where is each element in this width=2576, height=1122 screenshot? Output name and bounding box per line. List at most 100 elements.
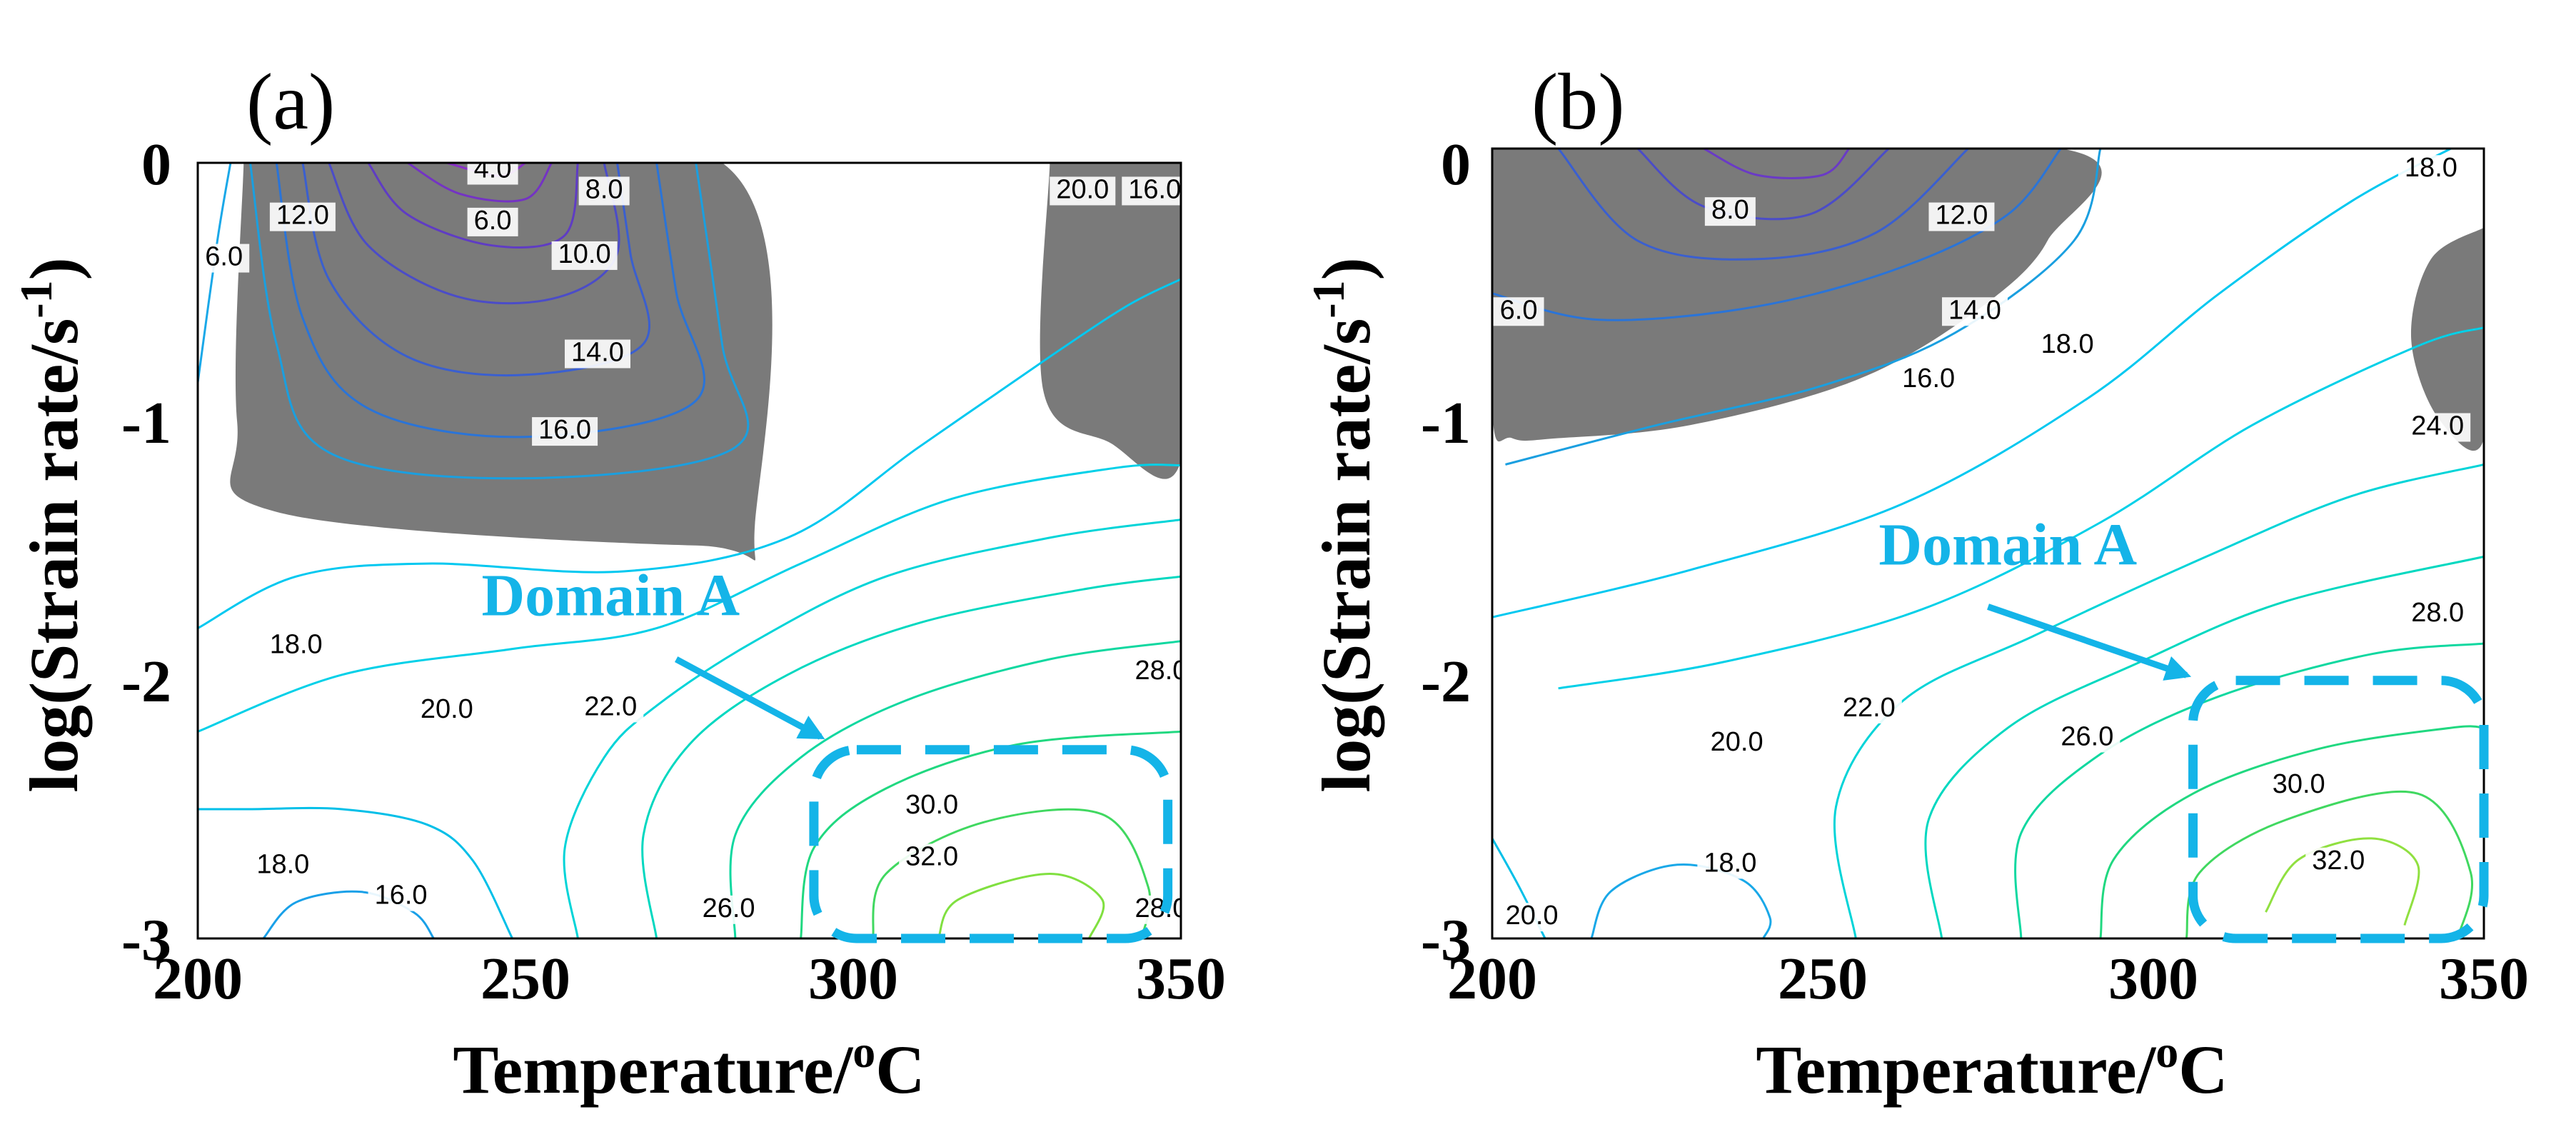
contour-line (275, 163, 705, 439)
plot-frame (1491, 147, 2485, 940)
instability-region-right (2411, 227, 2484, 451)
contour-line (1636, 149, 1890, 221)
contour-label-bg (1050, 176, 1116, 206)
contour-label-bg (413, 696, 480, 726)
y-axis-title: log(Strain rate/s-1) (1303, 257, 1384, 792)
contour-line (198, 806, 513, 938)
contour-line (800, 730, 1181, 938)
plot-area: 8.0 12.0 6.0 14.0 16.0 18.0 18.0 24.0 28.0 22.0 20… (1491, 147, 2489, 943)
plot-inner: 4.0 8.0 6.0 12.0 10.0 6.0 14.0 16.0 20.0 16.0 18.0… (198, 163, 1187, 938)
contour-label-bg (1928, 202, 1995, 231)
contour-line (1505, 149, 2102, 466)
contour-label-bg (1697, 850, 1764, 879)
contour-line (407, 163, 553, 203)
panel-label: (a) (246, 58, 335, 146)
contour-label: 14.0 (1948, 295, 2001, 325)
instability-region-right (1040, 163, 1181, 479)
contour-line (248, 163, 750, 480)
contour-label-bg (368, 882, 434, 911)
contour-label-bg (1128, 657, 1181, 686)
y-tick-label: -1 (121, 390, 171, 456)
x-tick-label: 350 (1136, 946, 1226, 1012)
contour-label: 32.0 (905, 841, 958, 871)
domain-arrow (1987, 603, 2192, 681)
contour-line (1703, 149, 1851, 179)
contour-line (328, 163, 620, 305)
x-tick-label: 200 (153, 946, 243, 1012)
contour-label: 28.0 (1134, 656, 1187, 686)
contour-label: 6.0 (474, 206, 512, 236)
contour-label-bg (1704, 728, 1770, 758)
x-tick-labels: 200 250 300 350 (153, 946, 1226, 1012)
contour-label: 8.0 (585, 174, 623, 204)
contour-label-bg (269, 202, 336, 231)
contour-label: 22.0 (584, 691, 637, 721)
x-tick-label: 300 (2108, 946, 2198, 1012)
contour-label-bg (2405, 600, 2471, 629)
contour-label-bg (250, 851, 316, 881)
contour-label-bg (1499, 903, 1565, 932)
contour-label-bg (1896, 366, 1962, 395)
x-tick-label: 300 (808, 946, 898, 1012)
contour-label: 30.0 (905, 790, 958, 820)
x-tick-label: 350 (2439, 946, 2529, 1012)
y-tick-labels: 0 -1 -2 -3 (121, 131, 171, 973)
contour-label: 28.0 (2411, 598, 2464, 628)
contour-label: 16.0 (1128, 174, 1181, 204)
contour-label: 28.0 (1134, 893, 1187, 923)
contour-label: 18.0 (2041, 329, 2094, 359)
contour-label: 32.0 (2312, 846, 2365, 876)
contour-line (2014, 642, 2484, 938)
chart-panel-a: (a) 4.0 8.0 6.0 12.0 10.0 6.0 14.0 16.0 20.0 16.0… (11, 58, 1226, 1108)
contour-label-bg (578, 693, 644, 723)
x-tick-labels: 200 250 300 350 (1447, 946, 2529, 1012)
contour-label-bg (695, 895, 762, 924)
y-axis-title: log(Strain rate/s-1) (11, 257, 92, 792)
contour-line (1492, 149, 2452, 618)
domain-label: Domain A (481, 563, 740, 629)
contour-line (1924, 555, 2484, 938)
x-tick-label: 250 (1778, 946, 1868, 1012)
contour-label: 16.0 (375, 881, 428, 911)
contour-label-bg (2405, 413, 2471, 442)
y-tick-label: -3 (1421, 907, 1471, 973)
contour-line (1558, 326, 2484, 690)
contour-label-bg (1493, 297, 1544, 326)
contour-label-bg (899, 792, 965, 821)
contour-label-bg (263, 631, 329, 661)
contour-label: 18.0 (1704, 848, 1756, 878)
domain-box (2188, 676, 2489, 943)
y-tick-labels: 0 -1 -2 -3 (1421, 131, 1471, 973)
contour-label: 20.0 (1056, 174, 1109, 204)
contour-label-bg (1836, 694, 1902, 723)
contour-label-bg (578, 176, 630, 206)
contour-line (198, 464, 1181, 733)
contour-line (198, 163, 232, 383)
contour-line (367, 163, 579, 249)
instability-region-left (1492, 149, 2102, 442)
y-tick-label: 0 (141, 131, 171, 198)
contour-label: 12.0 (276, 201, 329, 231)
contour-label: 10.0 (558, 239, 611, 269)
x-tick-label: 250 (481, 946, 570, 1012)
contour-label-bg (2054, 723, 2120, 753)
contour-label-bg (551, 241, 618, 270)
y-tick-label: -2 (121, 648, 171, 715)
contour-label: 20.0 (1506, 901, 1559, 931)
contour-label-bg (467, 163, 518, 185)
y-tick-label: -2 (1421, 648, 1471, 715)
contour-line (198, 278, 1181, 629)
contour-line (872, 808, 1152, 938)
contour-line (301, 163, 651, 377)
contour-label-bg (564, 339, 630, 369)
contour-line (937, 872, 1105, 938)
instability-region-left (230, 163, 773, 561)
contour-label-bg (899, 843, 965, 873)
contour-label: 14.0 (571, 338, 624, 368)
contour-label: 26.0 (2061, 722, 2113, 752)
contour-line (1492, 149, 2062, 321)
contour-label-bg (1941, 297, 2008, 326)
contour-line (2099, 725, 2484, 938)
contour-label: 20.0 (421, 694, 473, 724)
